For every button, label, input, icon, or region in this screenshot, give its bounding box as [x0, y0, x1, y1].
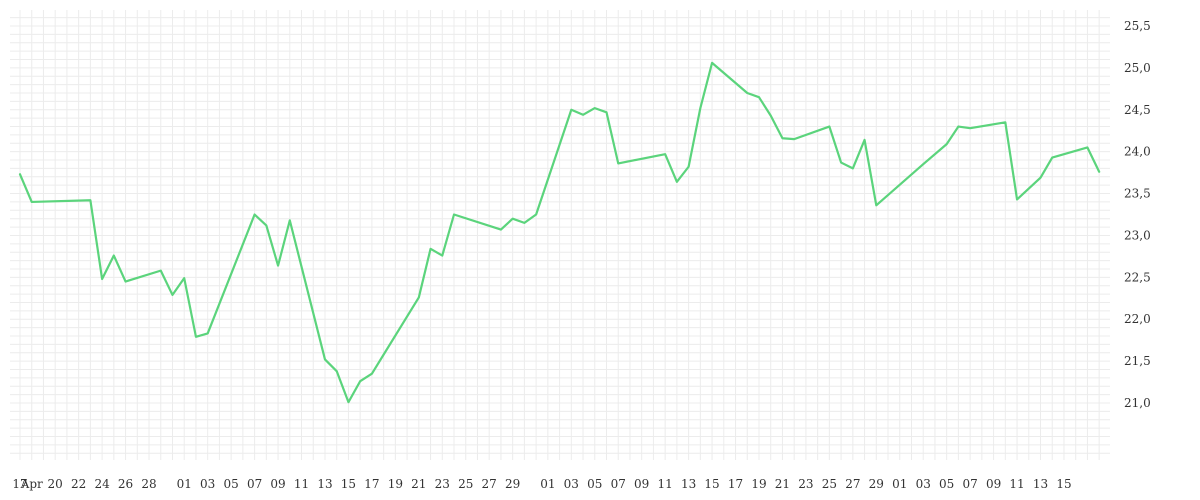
x-tick-label: 05: [939, 477, 954, 491]
x-tick-label: 17: [728, 477, 743, 491]
x-tick-label: 25: [458, 477, 473, 491]
x-tick-label: 09: [270, 477, 285, 491]
x-tick-label: 24: [94, 477, 110, 491]
x-tick-label: 29: [869, 477, 884, 491]
x-tick-label: 09: [986, 477, 1001, 491]
x-tick-label: 07: [247, 477, 262, 491]
y-tick-label: 24,0: [1124, 145, 1151, 159]
y-tick-label: 22,0: [1124, 312, 1151, 326]
x-tick-label: 27: [482, 477, 497, 491]
x-tick-label: Apr: [20, 477, 43, 491]
x-tick-label: 03: [916, 477, 931, 491]
x-tick-label: 19: [751, 477, 766, 491]
x-tick-label: 21: [775, 477, 790, 491]
x-tick-label: 15: [704, 477, 719, 491]
x-tick-label: 03: [200, 477, 215, 491]
x-tick-label: 15: [341, 477, 356, 491]
x-tick-label: 15: [1056, 477, 1071, 491]
x-tick-label: 17: [364, 477, 379, 491]
horizontal-grid: [10, 17, 1110, 454]
y-tick-label: 23,0: [1124, 228, 1151, 242]
x-tick-label: 17: [12, 477, 27, 491]
x-tick-label: 22: [71, 477, 86, 491]
series-group: [18, 61, 1101, 404]
x-tick-label: 13: [1033, 477, 1048, 491]
x-tick-label: 01: [540, 477, 555, 491]
x-tick-label: 01: [177, 477, 192, 491]
x-tick-label: 23: [435, 477, 450, 491]
x-tick-label: 29: [505, 477, 520, 491]
y-tick-label: 25,5: [1124, 19, 1151, 33]
x-tick-label: 25: [822, 477, 837, 491]
x-tick-label: 09: [634, 477, 649, 491]
x-tick-label: 11: [658, 477, 673, 491]
y-tick-label: 21,5: [1124, 354, 1151, 368]
x-tick-label: 13: [681, 477, 696, 491]
x-tick-label: 13: [317, 477, 332, 491]
x-tick-label: 21: [411, 477, 426, 491]
y-tick-label: 24,5: [1124, 103, 1151, 117]
x-tick-label: 07: [962, 477, 977, 491]
x-tick-label: 11: [1009, 477, 1024, 491]
y-axis-labels: 21,0 21,5 22,0 22,5 23,0 23,5 24,0 24,5 25,0 25,5: [1124, 19, 1151, 410]
x-tick-label: 01: [892, 477, 907, 491]
x-tick-label: 20: [48, 477, 63, 491]
x-tick-label: 28: [141, 477, 156, 491]
x-tick-label: 27: [845, 477, 860, 491]
x-tick-label: 11: [294, 477, 309, 491]
y-tick-label: 21,0: [1124, 396, 1151, 410]
x-tick-label: 26: [118, 477, 133, 491]
y-tick-label: 22,5: [1124, 270, 1151, 284]
x-tick-label: 03: [564, 477, 579, 491]
y-tick-label: 25,0: [1124, 61, 1151, 75]
x-tick-label: 07: [611, 477, 626, 491]
x-tick-label: 19: [388, 477, 403, 491]
x-tick-label: 05: [223, 477, 238, 491]
x-tick-label: 05: [587, 477, 602, 491]
y-tick-label: 23,5: [1124, 187, 1151, 201]
x-tick-label: 23: [798, 477, 813, 491]
series-line: [18, 61, 1101, 404]
